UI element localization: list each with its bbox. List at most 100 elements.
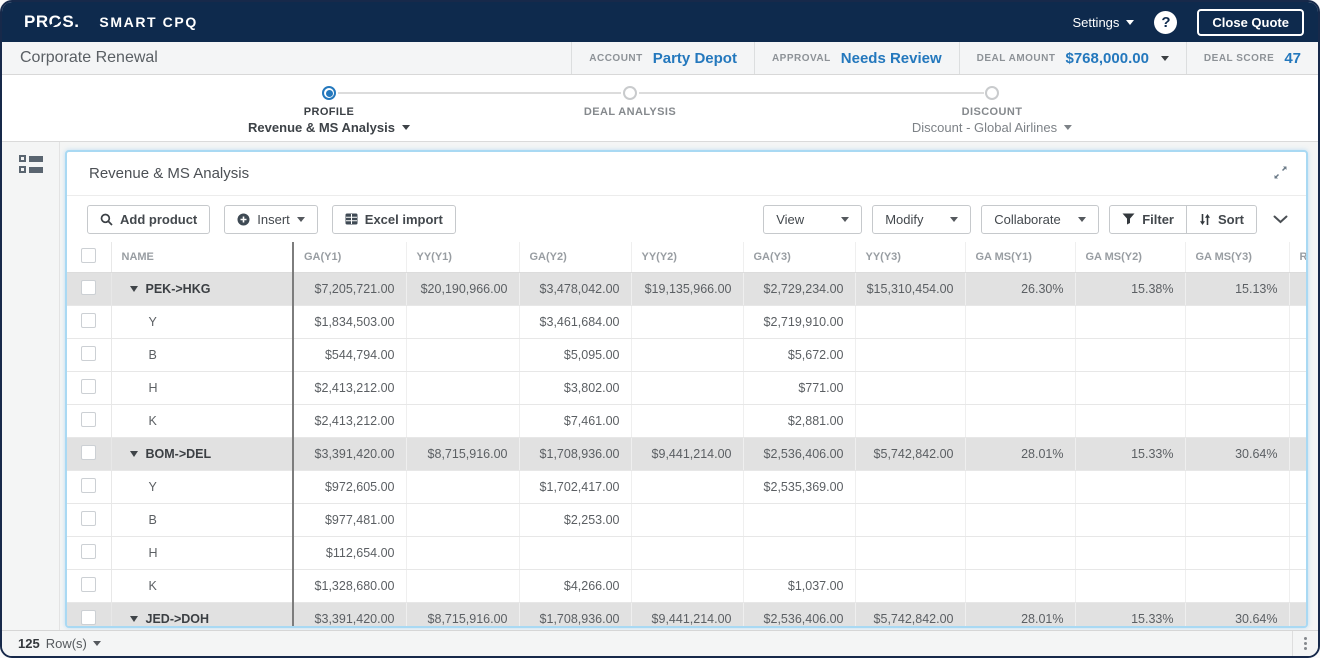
fare-class-row: K $2,413,212.00 $7,461.00 $2,881.00	[67, 404, 1306, 438]
column-header-NAME[interactable]: NAME	[111, 242, 294, 273]
sort-button[interactable]: Sort	[1186, 204, 1257, 234]
grid-cell	[1185, 569, 1290, 603]
row-name[interactable]: PEK->HKG	[111, 272, 294, 306]
column-header-GA MS(Y2)[interactable]: GA MS(Y2)	[1075, 242, 1186, 273]
grid-cell: $1,328,680.00	[293, 569, 407, 603]
excel-import-button[interactable]: Excel import	[331, 204, 456, 234]
collapse-arrow-icon[interactable]	[129, 285, 138, 292]
chevron-down-icon[interactable]	[1160, 55, 1169, 61]
grid-cell	[965, 338, 1076, 372]
grid-cell: $8,715,916.00	[406, 437, 520, 471]
row-name: H	[111, 536, 294, 570]
field-label: DEAL AMOUNT	[976, 52, 1056, 64]
name-text: B	[148, 347, 157, 362]
step-sublabel-dropdown[interactable]: Revenue & MS Analysis	[248, 120, 410, 135]
group-row: BOM->DEL $3,391,420.00 $8,715,916.00 $1,708…	[67, 437, 1306, 471]
view-dropdown[interactable]: View	[763, 204, 863, 234]
chevron-down-icon	[1126, 19, 1135, 25]
deal-amount-value[interactable]: $768,000.00	[1065, 49, 1149, 67]
row-select-cell	[67, 437, 112, 471]
row-checkbox[interactable]	[81, 477, 96, 493]
field-account: ACCOUNT Party Depot	[571, 42, 754, 74]
approval-value[interactable]: Needs Review	[840, 49, 942, 67]
row-checkbox[interactable]	[81, 609, 96, 625]
grid-cell: $4,266.00	[519, 569, 632, 603]
grid-cell	[1185, 470, 1290, 504]
grid-cell: $2,719,910.00	[743, 305, 856, 339]
modify-dropdown[interactable]: Modify	[872, 204, 972, 234]
help-icon[interactable]: ?	[1154, 10, 1178, 34]
collapse-toolbar-button[interactable]	[1269, 210, 1292, 229]
list-view-icon[interactable]	[19, 155, 43, 173]
filter-funnel-icon	[1122, 213, 1135, 225]
step-deal-analysis-circle[interactable]	[623, 86, 637, 100]
grid-cell: $972,605.00	[293, 470, 407, 504]
collaborate-dropdown[interactable]: Collaborate	[981, 204, 1100, 234]
grid-cell: 28.01%	[965, 437, 1076, 471]
name-text: B	[148, 512, 157, 527]
row-checkbox[interactable]	[81, 378, 96, 394]
grid-cell: $5,095.00	[519, 338, 632, 372]
step-discount-circle[interactable]	[985, 86, 999, 100]
field-label: DEAL SCORE	[1203, 52, 1275, 64]
plus-circle-icon	[237, 213, 250, 225]
grid-cell	[631, 371, 744, 405]
grid-cell	[965, 569, 1076, 603]
collapse-arrow-icon[interactable]	[129, 615, 138, 622]
grid-cell: $5,742,842.00	[855, 437, 966, 471]
step-profile: PROFILE Revenue & MS Analysis	[248, 106, 410, 135]
grid-cell	[965, 470, 1076, 504]
row-checkbox[interactable]	[81, 510, 96, 526]
app-title: SMART CPQ	[99, 14, 198, 30]
grid-cell: $7,461.00	[519, 404, 632, 438]
step-profile-circle[interactable]	[322, 86, 336, 100]
grid-cell: $1,708,936.00	[519, 437, 632, 471]
column-header-YY(Y1)[interactable]: YY(Y1)	[406, 242, 520, 273]
column-header-GA(Y1)[interactable]: GA(Y1)	[293, 242, 407, 273]
brand: PROS. SMART CPQ	[24, 12, 198, 32]
filter-button[interactable]: Filter	[1109, 204, 1187, 234]
grid-cell	[631, 569, 744, 603]
close-quote-button[interactable]: Close Quote	[1197, 8, 1304, 36]
grid-cell	[1075, 536, 1186, 570]
grid-cell	[1289, 371, 1306, 405]
chevron-down-icon	[950, 216, 959, 222]
row-checkbox[interactable]	[81, 543, 96, 559]
expand-panel-button[interactable]	[1271, 163, 1290, 185]
step-discount: DISCOUNT Discount - Global Airlines	[912, 106, 1073, 135]
column-header-GA(Y3)[interactable]: GA(Y3)	[743, 242, 856, 273]
grid-cell: $1,834,503.00	[293, 305, 407, 339]
grid-cell	[631, 536, 744, 570]
row-checkbox[interactable]	[81, 444, 96, 460]
column-header-GA(Y2)[interactable]: GA(Y2)	[519, 242, 632, 273]
account-value[interactable]: Party Depot	[652, 49, 737, 67]
column-header-GA MS(Y3)[interactable]: GA MS(Y3)	[1185, 242, 1290, 273]
grid-cell: 30.64%	[1185, 437, 1290, 471]
fare-class-row: B $977,481.00 $2,253.00	[67, 503, 1306, 537]
quote-bar: Corporate Renewal ACCOUNT Party Depot AP…	[2, 42, 1318, 75]
grid-cell: $112,654.00	[293, 536, 407, 570]
row-checkbox[interactable]	[81, 345, 96, 361]
row-name[interactable]: JED->DOH	[111, 602, 294, 626]
column-header-GA MS(Y1)[interactable]: GA MS(Y1)	[965, 242, 1076, 273]
grid-head-row: NAME GA(Y1) YY(Y1) GA(Y2) YY(Y2) GA(Y3) YY(Y3)…	[67, 242, 1306, 273]
status-bar-menu[interactable]	[1292, 631, 1318, 656]
row-checkbox[interactable]	[81, 279, 96, 295]
insert-dropdown-button[interactable]: Insert	[224, 204, 318, 234]
grid-cell	[855, 338, 966, 372]
select-all-checkbox[interactable]	[81, 247, 96, 263]
collapse-arrow-icon[interactable]	[129, 450, 138, 457]
add-product-button[interactable]: Add product	[87, 204, 211, 234]
row-checkbox[interactable]	[81, 411, 96, 427]
step-connector	[639, 92, 984, 94]
row-name[interactable]: BOM->DEL	[111, 437, 294, 471]
row-count-dropdown[interactable]: 125 Row(s)	[18, 636, 101, 651]
column-header-YY(Y3)[interactable]: YY(Y3)	[855, 242, 966, 273]
row-checkbox[interactable]	[81, 312, 96, 328]
grid-cell: $1,037.00	[743, 569, 856, 603]
step-sublabel-dropdown[interactable]: Discount - Global Airlines	[912, 120, 1073, 135]
row-checkbox[interactable]	[81, 576, 96, 592]
column-header-R[interactable]: R	[1289, 242, 1306, 273]
column-header-YY(Y2)[interactable]: YY(Y2)	[631, 242, 744, 273]
settings-menu[interactable]: Settings	[1072, 15, 1135, 30]
